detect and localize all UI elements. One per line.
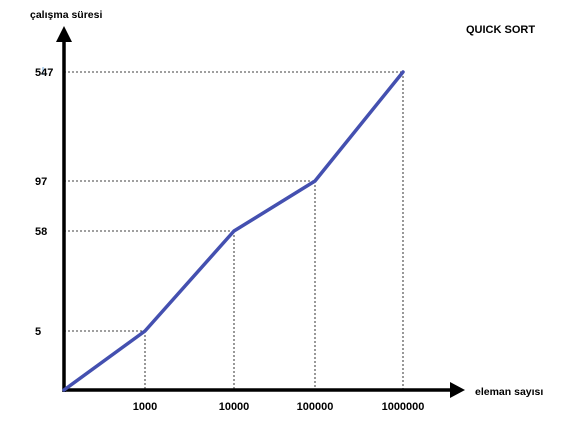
x-tick-label: 1000000: [382, 401, 425, 413]
y-axis-label: çalışma süresi: [30, 9, 102, 21]
y-tick-label: 58: [35, 226, 47, 238]
x-axis-arrow-icon: [450, 382, 465, 398]
series-group: [64, 72, 403, 390]
x-tick-labels: 1000 10000 100000 1000000: [133, 401, 425, 413]
y-tick-labels: 5 58 97 547: [35, 67, 53, 338]
chart-title: QUICK SORT: [466, 24, 535, 36]
x-tick-label: 10000: [219, 401, 250, 413]
x-axis-label: eleman sayısı: [475, 386, 543, 398]
x-tick-label: 1000: [133, 401, 157, 413]
x-tick-label: 100000: [297, 401, 334, 413]
y-tick-label: 97: [35, 176, 47, 188]
y-tick-label: 5: [35, 326, 41, 338]
y-axis-arrow-icon: [56, 26, 72, 42]
y-tick-label: 547: [35, 67, 53, 79]
series-line: [64, 72, 403, 390]
